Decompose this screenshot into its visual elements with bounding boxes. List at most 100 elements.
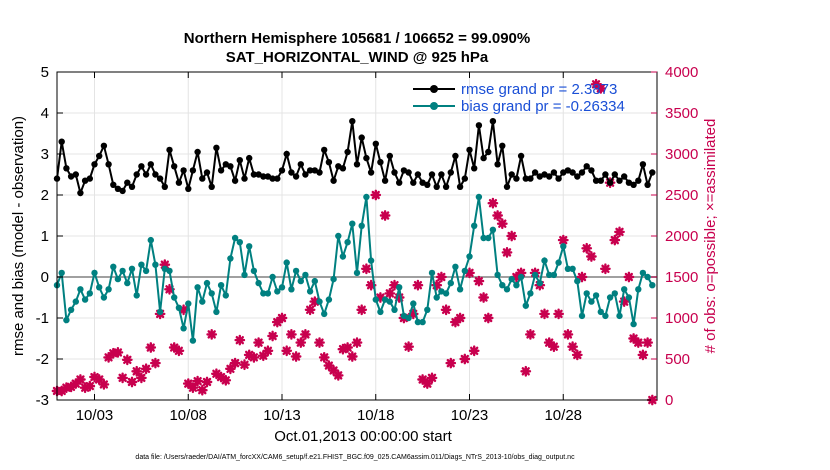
rmse-point: [527, 175, 534, 182]
obs-marker: [450, 316, 461, 328]
obs-series: [51, 78, 658, 406]
obs-marker: [473, 275, 485, 287]
rmse-point: [344, 148, 351, 156]
obs-marker: [567, 341, 578, 353]
legend-rmse-marker: [430, 85, 438, 93]
bias-point: [152, 261, 159, 268]
bias-series: [53, 193, 656, 344]
rmse-point: [555, 175, 562, 182]
bias-point: [222, 292, 229, 299]
y-right-axis-label: # of obs: o=possible; ×=assimilated: [702, 119, 719, 354]
bias-point: [269, 273, 276, 281]
bias-point: [555, 259, 562, 266]
bias-point: [405, 314, 412, 322]
rmse-point: [180, 167, 187, 174]
obs-marker: [496, 218, 508, 230]
x-tick-label: 10/13: [263, 407, 301, 424]
rmse-point: [124, 179, 131, 186]
bias-point: [597, 308, 604, 316]
bias-point: [649, 282, 656, 289]
rmse-point: [138, 163, 145, 170]
obs-marker: [126, 376, 138, 388]
y-tick-label: 4: [41, 105, 49, 122]
y-right-tick-label: 3500: [665, 105, 698, 122]
bias-point: [569, 265, 576, 272]
obs-marker: [417, 374, 428, 385]
bias-point: [231, 234, 239, 242]
bias-point: [372, 296, 379, 303]
rmse-point: [630, 181, 637, 188]
obs-marker: [393, 292, 405, 303]
bias-point: [58, 269, 65, 277]
rmse-point: [574, 173, 581, 180]
bias-point: [517, 273, 525, 281]
rmse-point: [475, 122, 483, 129]
rmse-point: [189, 167, 197, 174]
obs-marker: [492, 210, 503, 221]
rmse-point: [260, 173, 267, 180]
rmse-point: [649, 169, 656, 176]
bias-point: [377, 308, 384, 316]
rmse-point: [358, 134, 365, 141]
legend-bias-marker: [430, 102, 438, 110]
bias-point: [124, 279, 131, 287]
bias-point: [513, 282, 520, 289]
bias-point: [260, 290, 267, 297]
obs-marker: [267, 330, 278, 342]
y-right-tick-label: 2000: [665, 228, 698, 245]
obs-marker: [253, 337, 264, 348]
obs-marker: [581, 242, 593, 254]
bias-point: [77, 286, 84, 293]
y-tick-label: 0: [41, 269, 49, 286]
obs-marker: [168, 342, 180, 353]
obs-marker: [628, 333, 639, 344]
bias-point: [203, 279, 211, 287]
rmse-point: [269, 175, 276, 182]
bias-point: [213, 308, 220, 316]
bias-point: [142, 267, 150, 275]
y-right-tick-label: 1500: [665, 269, 698, 286]
rmse-point: [236, 157, 243, 164]
bias-point: [621, 286, 628, 293]
obs-marker: [346, 351, 358, 362]
bias-point: [311, 277, 318, 285]
rmse-point: [171, 163, 178, 170]
obs-marker: [370, 189, 382, 201]
rmse-point: [96, 152, 103, 160]
rmse-point: [578, 169, 586, 176]
rmse-point: [442, 183, 450, 190]
bias-point: [588, 298, 595, 305]
rmse-point: [161, 183, 168, 190]
rmse-point: [583, 163, 590, 170]
rmse-point: [283, 150, 290, 158]
obs-marker: [314, 337, 325, 348]
rmse-point: [386, 152, 393, 160]
x-tick-label: 10/28: [544, 407, 582, 424]
rmse-point: [288, 169, 295, 176]
obs-marker: [632, 337, 644, 348]
bias-point: [485, 234, 492, 242]
legend: rmse grand pr = 2.3873 bias grand pr = -…: [413, 81, 625, 115]
bias-point: [635, 286, 642, 293]
bias-point: [606, 294, 614, 301]
rmse-point: [58, 138, 65, 145]
obs-marker: [440, 304, 452, 316]
rmse-point: [185, 185, 192, 192]
rmse-point: [602, 171, 609, 178]
obs-marker: [520, 365, 532, 377]
rmse-point: [391, 169, 398, 176]
y-tick-label: -3: [36, 392, 49, 409]
obs-marker: [454, 312, 466, 324]
bias-point: [321, 310, 328, 318]
bias-point: [185, 300, 192, 307]
bias-point: [442, 290, 450, 297]
bias-point: [175, 304, 183, 311]
obs-marker: [571, 349, 583, 361]
bias-point: [546, 271, 553, 279]
bias-point: [410, 300, 417, 307]
rmse-point: [142, 171, 150, 178]
rmse-point: [128, 183, 136, 190]
rmse-point: [86, 175, 94, 182]
bias-point: [335, 232, 342, 240]
